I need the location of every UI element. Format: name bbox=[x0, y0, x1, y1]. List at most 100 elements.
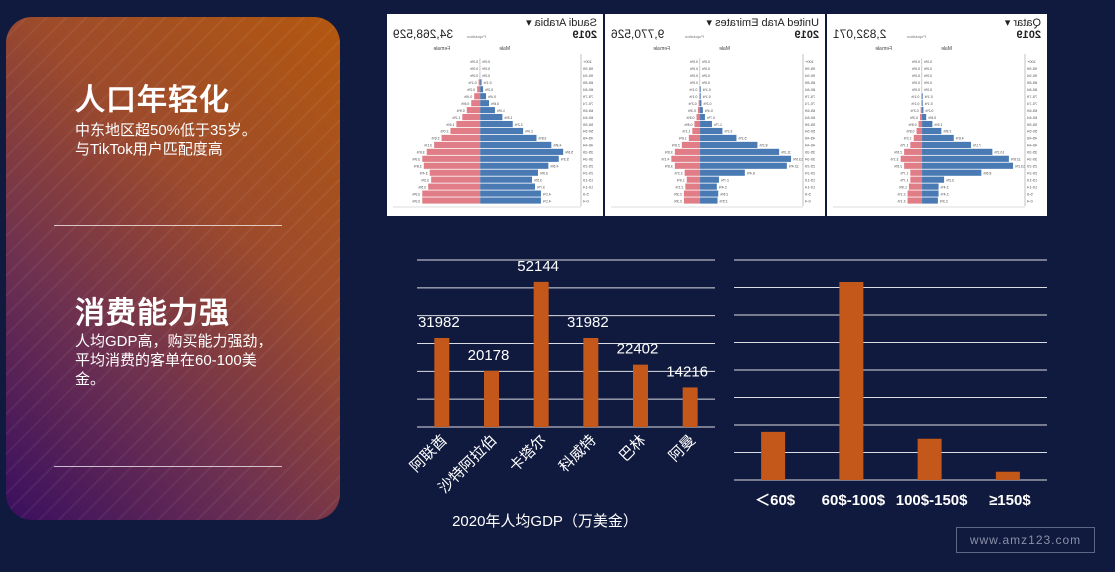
gdp-chart: 31982 阿联酋 20178 沙特阿拉伯 52144 卡塔尔 31982 科威特 22402 巴… bbox=[395, 240, 725, 545]
pyramid-female-value: 3.1% bbox=[891, 158, 899, 162]
gdp-data-label: 52144 bbox=[517, 258, 559, 275]
pyramid-age-label: 65-69 bbox=[804, 108, 815, 113]
pyramid-male-bar bbox=[700, 162, 787, 169]
pyramid-female-value: 2.2% bbox=[675, 171, 683, 175]
pyramid-female-label: Female bbox=[653, 46, 670, 52]
gdp-data-label: 14216 bbox=[666, 363, 708, 380]
pyramid-female-value: 2.6% bbox=[672, 144, 680, 148]
pyramid-female-bar bbox=[907, 197, 923, 204]
pyramid-female-bar bbox=[462, 114, 481, 121]
pyramid-male-bar bbox=[922, 162, 1014, 169]
pyramid-female-bar bbox=[441, 134, 481, 142]
pyramid-male-bar bbox=[700, 134, 737, 142]
pyramid-male-value: 4.1% bbox=[543, 199, 551, 203]
population-pyramid-saudi-arabia: Saudi Arabia ▾ 2019 34,268,529 Population Ma… bbox=[387, 14, 603, 216]
pyramid-female-bar bbox=[686, 176, 701, 183]
pyramid-age-label: 100+ bbox=[804, 59, 814, 64]
pyramid-male-bar bbox=[700, 169, 745, 176]
pyramid-age-label: 45-49 bbox=[1026, 136, 1037, 141]
pyramid-female-bar bbox=[697, 107, 701, 114]
pyramid-age-label: 80-84 bbox=[582, 87, 593, 92]
desc-line: 中东地区超50%低于35岁。 bbox=[75, 122, 257, 139]
pyramid-female-bar bbox=[692, 127, 701, 135]
desc-line: 平均消费的客单在60-100美 bbox=[75, 352, 257, 369]
gdp-bar bbox=[434, 337, 450, 427]
pyramid-male-bar bbox=[700, 100, 702, 107]
pyramid-male-bar bbox=[480, 148, 564, 155]
pyramid-female-value: 1.9% bbox=[899, 185, 907, 189]
pyramid-female-bar bbox=[434, 141, 481, 148]
pyramid-female-bar bbox=[910, 141, 923, 148]
pyramid-male-bar bbox=[922, 190, 939, 197]
pyramid-female-value: 1.6% bbox=[679, 137, 687, 141]
gdp-category-label: 巴林 bbox=[616, 432, 649, 465]
pyramid-male-bar bbox=[480, 114, 503, 121]
pyramid-male-value: 3.2% bbox=[946, 178, 954, 182]
info-card bbox=[6, 17, 340, 520]
pyramid-age-label: 90-94 bbox=[1026, 73, 1037, 78]
pyramid-female-value: 0.3% bbox=[688, 109, 696, 113]
pyramid-female-bar bbox=[674, 162, 701, 169]
pyramid-male-bar bbox=[480, 107, 495, 114]
gdp-data-label: 20178 bbox=[468, 347, 510, 364]
pyramid-female-label: Female bbox=[875, 46, 892, 52]
pyramid-male-bar bbox=[480, 183, 536, 190]
pyramid-male-bar bbox=[700, 190, 719, 197]
pyramid-female-bar bbox=[694, 120, 701, 128]
pyramid-female-value: 3.6% bbox=[665, 151, 673, 155]
pyramid-male-value: 3.8% bbox=[538, 137, 546, 141]
pyramid-male-bar bbox=[922, 176, 945, 183]
pyramid-male-value: 3.9% bbox=[540, 171, 548, 175]
pyramid-female-bar bbox=[477, 86, 481, 93]
population-pyramid-qatar: Qatar ▾ 2019 2,832,071 Population Male Female… bbox=[827, 14, 1047, 216]
pyramid-male-value: 0.1% bbox=[925, 95, 933, 99]
pyramid-female-value: 3.1% bbox=[424, 144, 432, 148]
pyramid-female-bar bbox=[698, 100, 701, 107]
pyramid-male-value: 2.5% bbox=[720, 199, 728, 203]
pyramid-male-value: 8.6% bbox=[983, 171, 991, 175]
pyramid-female-bar bbox=[422, 190, 481, 197]
pyramid-age-label: 50-54 bbox=[582, 129, 593, 134]
pyramid-population-label: Population bbox=[467, 34, 486, 39]
pyramid-male-bar bbox=[700, 107, 703, 114]
pyramid-age-label: 0-4 bbox=[1026, 198, 1033, 203]
pyramid-age-label: 65-69 bbox=[582, 108, 593, 113]
pyramid-female-bar bbox=[456, 120, 481, 128]
pyramid-male-value: 0.6% bbox=[928, 116, 936, 120]
pyramid-male-bar bbox=[700, 148, 780, 155]
pyramid-female-value: 2.1% bbox=[898, 199, 906, 203]
pyramid-age-label: 85-89 bbox=[582, 80, 593, 85]
pyramid-male-value: 4.8% bbox=[553, 144, 561, 148]
gdp-category-label: 阿联酋 bbox=[406, 431, 451, 476]
pyramid-female-value: 0.5% bbox=[909, 123, 917, 127]
pyramid-female-value: 0.0% bbox=[690, 60, 698, 64]
pyramid-female-bar bbox=[422, 197, 481, 204]
pyramid-male-value: 0.4% bbox=[705, 109, 713, 113]
pyramid-female-bar bbox=[674, 148, 701, 155]
pyramid-male-value: 1.5% bbox=[934, 123, 942, 127]
pyramid-male-bar bbox=[922, 127, 942, 135]
pyramid-male-value: 8.2% bbox=[759, 144, 767, 148]
pyramid-male-bar bbox=[922, 134, 954, 142]
desc-line: 与TikTok用户匹配度高 bbox=[75, 141, 223, 158]
pyramid-age-label: 95-99 bbox=[804, 66, 815, 71]
pyramid-female-bar bbox=[900, 155, 923, 162]
pyramid-female-bar bbox=[426, 148, 481, 155]
pyramid-age-label: 60-64 bbox=[1026, 115, 1037, 120]
pyramid-male-bar bbox=[480, 162, 549, 169]
pyramid-male-value: 12.6% bbox=[1011, 158, 1021, 162]
pyramid-age-label: 10-14 bbox=[1026, 184, 1037, 189]
pyramid-age-label: 75-79 bbox=[804, 94, 815, 99]
pyramid-age-label: 35-39 bbox=[1026, 150, 1037, 155]
pyramid-female-bar bbox=[428, 183, 481, 190]
pyramid-male-bar bbox=[480, 93, 487, 100]
pyramid-female-value: 0.2% bbox=[689, 102, 697, 106]
pyramid-female-value: 0.1% bbox=[469, 81, 477, 85]
pyramid-age-label: 20-24 bbox=[1026, 170, 1037, 175]
divider bbox=[54, 225, 282, 226]
pyramid-age-label: 35-39 bbox=[804, 150, 815, 155]
pyramid-female-value: 0.1% bbox=[689, 95, 697, 99]
pyramid-female-value: 0.0% bbox=[470, 60, 478, 64]
pyramid-female-bar bbox=[907, 190, 923, 197]
pyramid-male-value: 0.1% bbox=[484, 81, 492, 85]
